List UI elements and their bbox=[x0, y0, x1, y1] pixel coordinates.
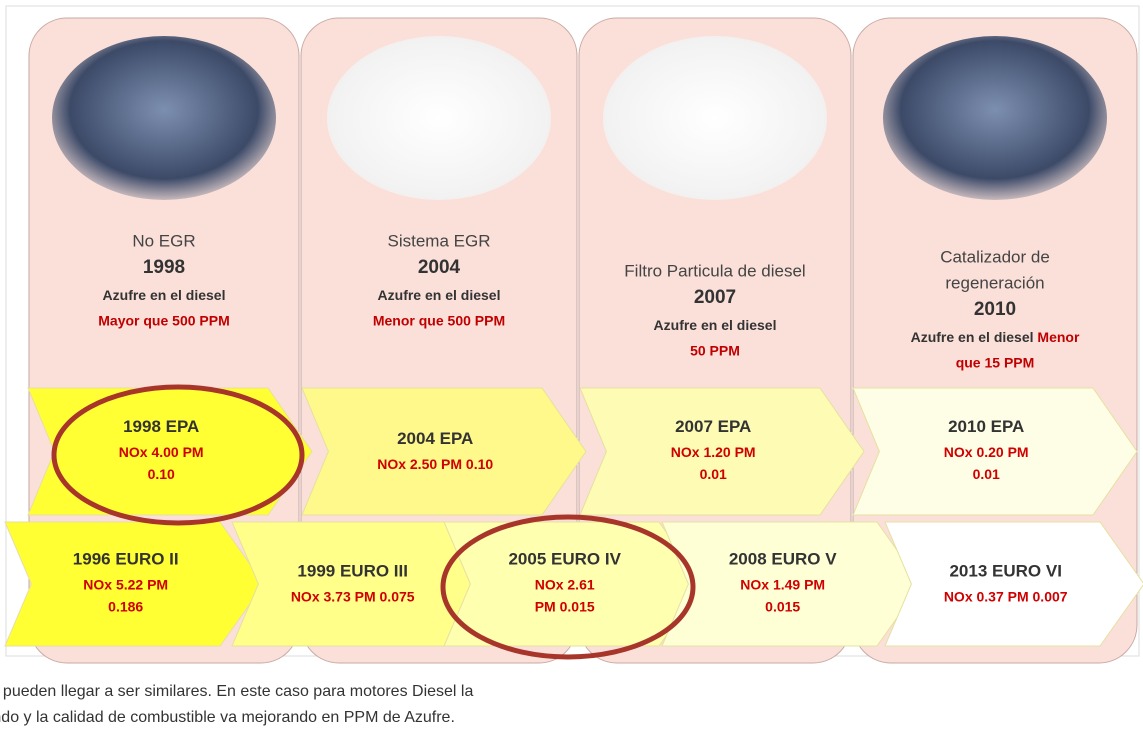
standard-title: 1996 EURO II bbox=[73, 549, 179, 568]
caption: tecnología de los motores va aumentando … bbox=[0, 709, 455, 726]
technology: Filtro Particula de diesel bbox=[624, 261, 805, 280]
chevron-arrow bbox=[443, 521, 704, 647]
emission-values: NOx 0.37 PM 0.007 bbox=[944, 589, 1068, 605]
standard-title: 2004 EPA bbox=[397, 429, 473, 448]
emission-values: 0.01 bbox=[973, 466, 1000, 482]
highlight-circle bbox=[440, 514, 696, 660]
technology: No EGR bbox=[132, 231, 195, 250]
technology: regeneración bbox=[945, 273, 1044, 292]
equipment-image bbox=[883, 36, 1107, 200]
emission-values: 0.186 bbox=[108, 599, 143, 615]
equipment-image bbox=[52, 36, 276, 200]
emission-values: NOx 1.49 PM bbox=[740, 577, 825, 593]
standard-title: 2008 EURO V bbox=[729, 549, 837, 568]
sulfur-label: Azufre en el diesel Menor bbox=[911, 329, 1080, 345]
sulfur-label-text: Azufre en el diesel bbox=[378, 287, 501, 303]
sulfur-label-text: Azufre en el diesel bbox=[654, 317, 777, 333]
technology: Sistema EGR bbox=[388, 231, 491, 250]
equipment-image bbox=[327, 36, 551, 200]
emission-values: 0.10 bbox=[148, 466, 175, 482]
emission-values: NOx 1.20 PM bbox=[671, 444, 756, 460]
sulfur-limit: Menor que 500 PPM bbox=[373, 313, 505, 329]
chevron-arrow bbox=[884, 521, 1143, 647]
standard-title: 2013 EURO VI bbox=[949, 561, 1061, 580]
emission-values: NOx 4.00 PM bbox=[119, 444, 204, 460]
caption: Las Normas EPA y EURO no son iguales, pu… bbox=[0, 683, 473, 700]
emission-values: 0.015 bbox=[765, 599, 800, 615]
sulfur-label-text: Azufre en el diesel bbox=[103, 287, 226, 303]
emission-values: NOx 0.20 PM bbox=[944, 444, 1029, 460]
year: 2007 bbox=[694, 287, 736, 308]
standard-title: 1999 EURO III bbox=[297, 561, 408, 580]
sulfur-label-text: Azufre en el diesel bbox=[911, 329, 1034, 345]
sulfur-label: Azufre en el diesel bbox=[378, 287, 501, 303]
technology: Catalizador de bbox=[940, 247, 1050, 266]
year: 1998 bbox=[143, 257, 185, 278]
sulfur-limit: que 15 PPM bbox=[956, 355, 1035, 371]
emission-values: NOx 2.61 bbox=[535, 577, 595, 593]
standard-title: 2007 EPA bbox=[675, 417, 751, 436]
emission-values: PM 0.015 bbox=[535, 599, 595, 615]
equipment-image bbox=[603, 36, 827, 200]
sulfur-limit: Mayor que 500 PPM bbox=[98, 313, 230, 329]
chevron-arrow bbox=[852, 387, 1138, 516]
sulfur-limit: 50 PPM bbox=[690, 343, 740, 359]
emission-values: NOx 5.22 PM bbox=[83, 577, 168, 593]
highlight-circle bbox=[51, 384, 305, 526]
emission-values: 0.01 bbox=[700, 466, 727, 482]
standard-title: 2005 EURO IV bbox=[508, 549, 621, 568]
chevron-arrow bbox=[4, 521, 265, 647]
year: 2004 bbox=[418, 257, 461, 278]
emission-values: NOx 2.50 PM 0.10 bbox=[377, 456, 493, 472]
emission-values: NOx 3.73 PM 0.075 bbox=[291, 589, 415, 605]
standard-title: 2010 EPA bbox=[948, 417, 1024, 436]
chevron-arrow bbox=[661, 521, 922, 647]
sulfur-limit: Menor bbox=[1034, 329, 1080, 345]
sulfur-label: Azufre en el diesel bbox=[654, 317, 777, 333]
chevron-arrow bbox=[301, 387, 587, 516]
sulfur-label: Azufre en el diesel bbox=[103, 287, 226, 303]
standard-title: 1998 EPA bbox=[123, 417, 199, 436]
year: 2010 bbox=[974, 299, 1016, 320]
chevron-arrow bbox=[579, 387, 865, 516]
